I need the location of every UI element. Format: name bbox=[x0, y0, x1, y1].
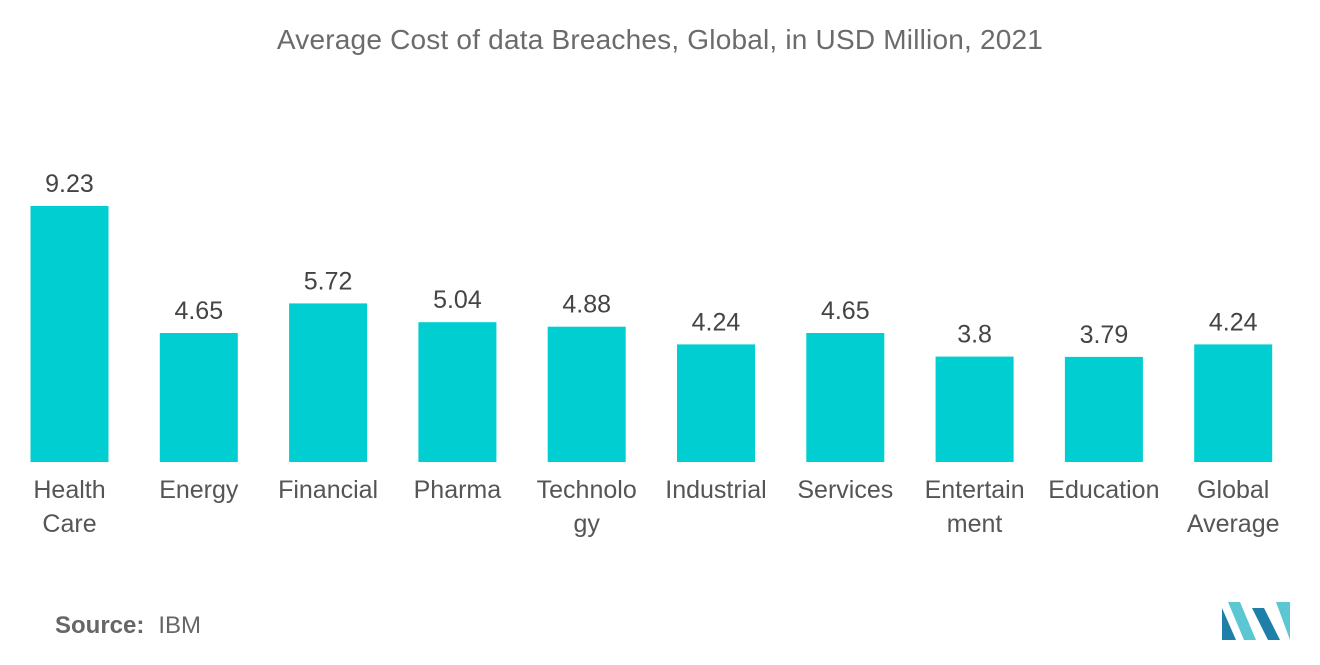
logo-shape-right-a bbox=[1252, 608, 1280, 640]
category-label-4-line-0: Technolo bbox=[537, 476, 637, 504]
bar-5 bbox=[677, 344, 755, 462]
source-label: Source: bbox=[55, 612, 145, 639]
category-label-5-line-0: Industrial bbox=[665, 476, 766, 504]
logo-shape-mid bbox=[1228, 602, 1256, 640]
value-label-4: 4.88 bbox=[562, 291, 611, 319]
bar-9 bbox=[1194, 344, 1273, 462]
bar-3 bbox=[418, 322, 497, 462]
logo-shape-left bbox=[1222, 608, 1236, 640]
chart-title: Average Cost of data Breaches, Global, i… bbox=[276, 24, 1044, 55]
value-label-2: 5.72 bbox=[304, 267, 353, 295]
value-label-0: 9.23 bbox=[45, 170, 94, 198]
category-label-0-line-0: Health bbox=[33, 476, 105, 504]
bar-0 bbox=[30, 206, 109, 462]
value-label-6: 4.65 bbox=[821, 297, 870, 325]
category-label-3-line-0: Pharma bbox=[414, 476, 502, 504]
category-label-2-line-0: Financial bbox=[278, 476, 378, 504]
bar-7 bbox=[935, 356, 1014, 462]
category-label-1-line-0: Energy bbox=[159, 476, 239, 504]
value-label-8: 3.79 bbox=[1080, 321, 1129, 349]
value-label-9: 4.24 bbox=[1209, 308, 1258, 336]
value-label-3: 5.04 bbox=[433, 286, 482, 314]
bar-4 bbox=[547, 326, 626, 462]
bar-2 bbox=[289, 303, 368, 462]
category-label-7-line-1: ment bbox=[947, 510, 1003, 538]
category-label-6-line-0: Services bbox=[797, 476, 893, 504]
bar-1 bbox=[159, 333, 238, 462]
mordor-logo-icon bbox=[1222, 602, 1290, 640]
logo-shape-right-b bbox=[1276, 602, 1290, 640]
source-note: Source: IBM bbox=[55, 612, 201, 640]
category-label-9-line-1: Average bbox=[1187, 510, 1280, 538]
bar-8 bbox=[1064, 356, 1143, 462]
bar-6 bbox=[806, 333, 885, 462]
category-label-9-line-0: Global bbox=[1197, 476, 1269, 504]
category-label-7-line-0: Entertain bbox=[925, 476, 1025, 504]
source-value: IBM bbox=[158, 612, 202, 639]
category-label-4-line-1: gy bbox=[573, 510, 600, 538]
value-label-1: 4.65 bbox=[174, 297, 223, 325]
value-label-5: 4.24 bbox=[692, 308, 741, 336]
bars-group bbox=[30, 206, 1273, 462]
value-labels-group: 9.23 4.65 5.72 5.04 4.88 4.24 4.65 3.8 3.79 4.24 bbox=[45, 170, 1257, 349]
category-label-8-line-0: Education bbox=[1048, 476, 1159, 504]
category-label-0-line-1: Care bbox=[42, 510, 96, 538]
value-label-7: 3.8 bbox=[957, 321, 992, 349]
category-labels-group: Health Care Energy Financial Pharma Technolo g… bbox=[33, 476, 1279, 538]
